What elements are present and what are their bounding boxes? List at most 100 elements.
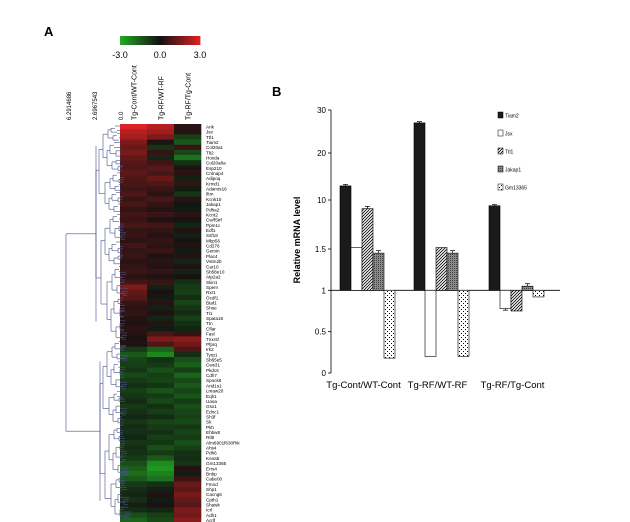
colorbar-segment: [130, 36, 133, 45]
heatmap-cell: [147, 336, 175, 342]
heatmap-cell: [174, 305, 202, 311]
heatmap-cell: [147, 502, 175, 508]
y-axis-tick-label: 0.5: [315, 328, 327, 337]
heatmap-cell: [147, 341, 175, 348]
heatmap-row-label: Krmd1: [206, 181, 220, 186]
heatmap-cell: [120, 201, 148, 208]
colorbar-segment: [166, 36, 169, 45]
heatmap-cell: [120, 124, 148, 130]
heatmap-cell: [120, 491, 148, 498]
heatmap-row-label: Sb65e5: [206, 358, 222, 363]
heatmap-cell: [120, 388, 148, 394]
heatmap-row-label: Spata18: [206, 316, 224, 321]
colorbar-segment: [174, 36, 177, 45]
heatmap-row-label: Adipoq: [206, 176, 221, 181]
heatmap-cell: [174, 434, 202, 441]
heatmap-row-label: Rtl8: [206, 435, 215, 440]
heatmap-cell: [147, 408, 175, 415]
heatmap-row-label: Ednc1: [206, 409, 219, 414]
bar: [383, 290, 396, 359]
heatmap-row-label: Cw/f5trf: [206, 218, 223, 223]
heatmap-row-label: Cacng6: [206, 492, 222, 497]
heatmap-cell: [147, 300, 175, 306]
heatmap-cell: [147, 383, 175, 389]
colorbar-segment: [150, 36, 153, 45]
colorbar-segment: [132, 36, 135, 45]
heatmap-cell: [147, 237, 175, 244]
colorbar-segment: [168, 36, 171, 45]
heatmap-cell: [147, 372, 175, 379]
colorbar-segment: [126, 36, 129, 45]
colorbar-segment: [148, 36, 151, 45]
heatmap-cell: [120, 372, 148, 379]
legend-swatch: [497, 147, 504, 155]
heatmap-cell: [174, 284, 202, 291]
bar: [446, 252, 459, 291]
colorbar-segment: [140, 36, 143, 45]
heatmap-cell: [120, 222, 148, 228]
heatmap-cell: [120, 460, 148, 467]
heatmap-cell: [147, 144, 175, 151]
heatmap-row-label: Adamts16: [206, 187, 227, 192]
heatmap-cell: [120, 471, 148, 477]
heatmap-cell: [147, 320, 175, 327]
heatmap-cell: [120, 414, 148, 420]
heatmap-cell: [147, 284, 175, 291]
heatmap-row-label: Esp210: [206, 166, 222, 171]
bar: [435, 247, 448, 291]
heatmap-row-label: Fasl: [206, 332, 215, 337]
heatmap-cell: [147, 346, 175, 353]
heatmap-cell: [174, 243, 202, 249]
y-axis-tick-label: 0: [322, 369, 327, 378]
y-axis-tick-label: 20: [317, 149, 326, 158]
heatmap-cell: [147, 305, 175, 311]
heatmap-cell: [147, 481, 175, 487]
heatmap-cell: [120, 196, 148, 202]
colorbar-segment: [158, 36, 161, 45]
heatmap-row-label: Tl1: [206, 311, 213, 316]
heatmap-row-label: Spock8: [206, 378, 222, 383]
colorbar-segment: [180, 36, 183, 45]
heatmap-cell: [147, 414, 175, 420]
colorbar-segment: [184, 36, 187, 45]
heatmap-cell: [147, 165, 175, 171]
heatmap-cell: [147, 217, 175, 223]
heatmap-row-label: Car10: [206, 264, 219, 269]
heatmap-cell: [174, 481, 202, 487]
heatmap-cell: [147, 206, 175, 213]
heatmap-cell: [147, 310, 175, 316]
heatmap-cell: [174, 429, 202, 436]
heatmap-cell: [147, 258, 175, 265]
heatmap-row-label: Sk: [206, 420, 212, 425]
heatmap-cell: [174, 331, 202, 337]
heatmap-cell: [174, 248, 202, 254]
heatmap-cell: [147, 393, 175, 399]
colorbar-segment: [162, 36, 165, 45]
bar: [510, 290, 523, 312]
heatmap-cell: [174, 258, 202, 265]
heatmap-cell: [147, 149, 175, 156]
heatmap-cell: [147, 388, 175, 394]
heatmap-cell: [120, 445, 148, 451]
heatmap-row-label: Alm6901f630Rik: [206, 440, 240, 445]
heatmap-cell: [147, 170, 175, 177]
colorbar-segment: [156, 36, 159, 45]
heatmap-cell: [147, 248, 175, 254]
y-axis-tick-label: 1.5: [315, 245, 327, 254]
heatmap-cell: [174, 165, 202, 171]
heatmap-cell: [120, 455, 148, 461]
heatmap-cell: [147, 129, 175, 135]
heatmap-cell: [147, 263, 175, 270]
heatmap-cell: [120, 258, 148, 265]
heatmap-row-label: Adh1: [206, 513, 217, 518]
heatmap-row-label: Arid1s1: [206, 383, 222, 388]
heatmap-column-label: Tg-RF/Tg-Cont: [186, 73, 193, 120]
heatmap-cell: [147, 191, 175, 197]
heatmap-row-label: Vstm2b: [206, 259, 222, 264]
y-axis-tick-label: 1: [322, 286, 327, 295]
colorbar-tick-label: -3.0: [112, 50, 128, 60]
heatmap-cell: [174, 326, 202, 332]
heatmap-row-label: Uaoa: [206, 399, 217, 404]
heatmap-cell: [147, 232, 175, 239]
